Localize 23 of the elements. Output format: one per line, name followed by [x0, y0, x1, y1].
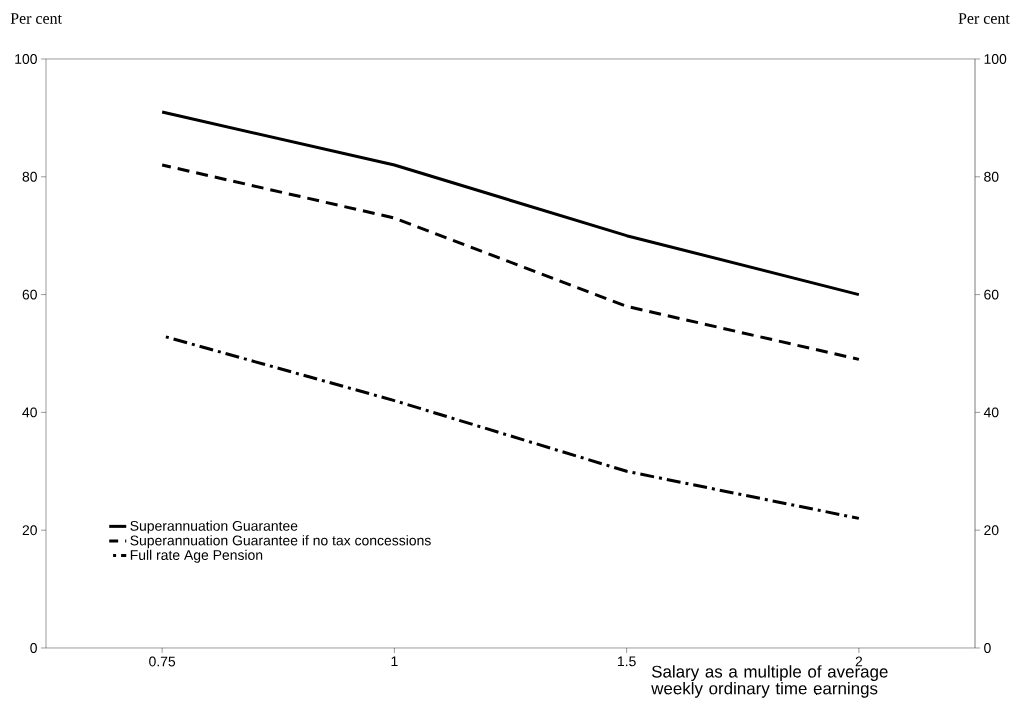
y2-tick-label: 60: [984, 289, 999, 300]
y2-tick-label: 40: [983, 407, 999, 418]
x-tick-label: 1: [391, 656, 398, 667]
y-tick-label: 60: [22, 289, 37, 300]
y2-tick-label: 100: [984, 54, 1007, 64]
legend-label: Full rate Age Pension: [130, 549, 263, 563]
y-tick-label: 20: [22, 525, 37, 536]
x-tick-label: 0.75: [149, 656, 176, 667]
y-tick-label: 40: [22, 407, 37, 418]
y2-axis-title: Per cent: [958, 13, 1010, 24]
y-tick-label: 0: [30, 643, 37, 653]
legend-label: Superannuation Guarantee if no tax concessions: [130, 535, 431, 549]
y2-tick-label: 20: [984, 525, 999, 536]
y-tick-label: 80: [22, 171, 37, 182]
legend-label: Superannuation Guarantee: [130, 520, 298, 534]
y-axis-title: Per cent: [10, 13, 62, 24]
line-series: [160, 163, 861, 361]
x-tick-label: 2: [855, 656, 863, 667]
x-tick-label: 1.5: [618, 656, 636, 667]
y-tick-label: 100: [15, 54, 37, 64]
line-series: [160, 110, 861, 297]
y2-tick-label: 80: [984, 171, 999, 182]
y2-tick-label: 0: [984, 643, 991, 653]
